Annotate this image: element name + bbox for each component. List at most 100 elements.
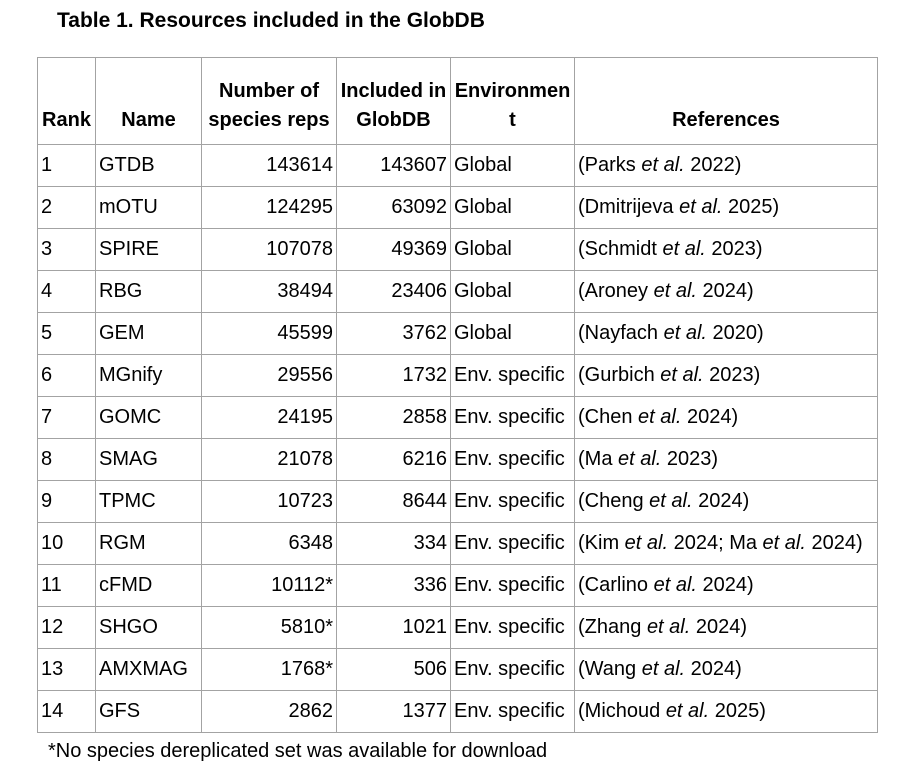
table-row: 10 RGM 6348 334 Env. specific (Kim et al. 202… [37, 522, 878, 565]
cell-species-reps: 21078 [201, 438, 337, 481]
cell-name: SPIRE [95, 228, 202, 271]
cell-references: (Chen et al. 2024) [574, 396, 878, 439]
cell-species-reps: 143614 [201, 144, 337, 187]
column-header-references: References [574, 57, 878, 145]
cell-included: 8644 [336, 480, 451, 523]
cell-references: (Michoud et al. 2025) [574, 690, 878, 733]
cell-included: 49369 [336, 228, 451, 271]
cell-included: 23406 [336, 270, 451, 313]
cell-environment: Env. specific [450, 648, 575, 691]
cell-rank: 10 [37, 522, 96, 565]
cell-name: GFS [95, 690, 202, 733]
table-title: Table 1. Resources included in the GlobD… [57, 9, 485, 32]
cell-environment: Global [450, 312, 575, 355]
header-row: Rank Name Number of species reps Include… [37, 57, 878, 145]
cell-environment: Global [450, 270, 575, 313]
column-header-species-reps: Number of species reps [201, 57, 337, 145]
table-row: 12 SHGO 5810* 1021 Env. specific (Zhang et al… [37, 606, 878, 649]
cell-species-reps: 45599 [201, 312, 337, 355]
cell-species-reps: 6348 [201, 522, 337, 565]
cell-included: 143607 [336, 144, 451, 187]
cell-environment: Env. specific [450, 396, 575, 439]
cell-environment: Env. specific [450, 564, 575, 607]
cell-references: (Schmidt et al. 2023) [574, 228, 878, 271]
document-page: Table 1. Resources included in the GlobD… [0, 9, 906, 776]
cell-references: (Dmitrijeva et al. 2025) [574, 186, 878, 229]
table-row: 3 SPIRE 107078 49369 Global (Schmidt et al. 2… [37, 228, 878, 271]
column-header-environment: Environment [450, 57, 575, 145]
cell-included: 63092 [336, 186, 451, 229]
table-row: 1 GTDB 143614 143607 Global (Parks et al. 202… [37, 144, 878, 187]
table-row: 5 GEM 45599 3762 Global (Nayfach et al. 2020) [37, 312, 878, 355]
cell-environment: Global [450, 144, 575, 187]
cell-environment: Global [450, 186, 575, 229]
resources-table: Rank Name Number of species reps Include… [37, 57, 878, 733]
cell-name: AMXMAG [95, 648, 202, 691]
cell-name: GEM [95, 312, 202, 355]
cell-rank: 14 [37, 690, 96, 733]
cell-species-reps: 24195 [201, 396, 337, 439]
cell-included: 334 [336, 522, 451, 565]
cell-environment: Env. specific [450, 480, 575, 523]
cell-species-reps: 5810* [201, 606, 337, 649]
cell-references: (Carlino et al. 2024) [574, 564, 878, 607]
cell-species-reps: 10112* [201, 564, 337, 607]
column-header-included: Included in GlobDB [336, 57, 451, 145]
cell-name: RBG [95, 270, 202, 313]
cell-environment: Global [450, 228, 575, 271]
cell-name: mOTU [95, 186, 202, 229]
cell-references: (Kim et al. 2024; Ma et al. 2024) [574, 522, 878, 565]
table-row: 7 GOMC 24195 2858 Env. specific (Chen et al. … [37, 396, 878, 439]
table-header: Rank Name Number of species reps Include… [37, 57, 878, 145]
cell-rank: 13 [37, 648, 96, 691]
cell-environment: Env. specific [450, 606, 575, 649]
cell-references: (Zhang et al. 2024) [574, 606, 878, 649]
cell-name: RGM [95, 522, 202, 565]
table-row: 4 RBG 38494 23406 Global (Aroney et al. 2024) [37, 270, 878, 313]
cell-name: GOMC [95, 396, 202, 439]
cell-rank: 1 [37, 144, 96, 187]
cell-included: 336 [336, 564, 451, 607]
cell-rank: 12 [37, 606, 96, 649]
cell-references: (Gurbich et al. 2023) [574, 354, 878, 397]
cell-included: 3762 [336, 312, 451, 355]
cell-references: (Nayfach et al. 2020) [574, 312, 878, 355]
cell-name: SMAG [95, 438, 202, 481]
cell-environment: Env. specific [450, 354, 575, 397]
table-row: 14 GFS 2862 1377 Env. specific (Michoud et al… [37, 690, 878, 733]
cell-name: GTDB [95, 144, 202, 187]
column-header-name: Name [95, 57, 202, 145]
cell-references: (Ma et al. 2023) [574, 438, 878, 481]
cell-species-reps: 1768* [201, 648, 337, 691]
table-row: 6 MGnify 29556 1732 Env. specific (Gurbich et… [37, 354, 878, 397]
cell-included: 1732 [336, 354, 451, 397]
cell-included: 2858 [336, 396, 451, 439]
cell-species-reps: 107078 [201, 228, 337, 271]
cell-included: 6216 [336, 438, 451, 481]
cell-included: 1021 [336, 606, 451, 649]
cell-name: TPMC [95, 480, 202, 523]
cell-species-reps: 29556 [201, 354, 337, 397]
cell-references: (Aroney et al. 2024) [574, 270, 878, 313]
cell-references: (Wang et al. 2024) [574, 648, 878, 691]
cell-species-reps: 38494 [201, 270, 337, 313]
cell-rank: 7 [37, 396, 96, 439]
column-header-rank: Rank [37, 57, 96, 145]
cell-references: (Parks et al. 2022) [574, 144, 878, 187]
cell-included: 506 [336, 648, 451, 691]
cell-name: MGnify [95, 354, 202, 397]
table-row: 8 SMAG 21078 6216 Env. specific (Ma et al. 20… [37, 438, 878, 481]
cell-species-reps: 2862 [201, 690, 337, 733]
cell-rank: 9 [37, 480, 96, 523]
cell-rank: 4 [37, 270, 96, 313]
table-footnote: *No species dereplicated set was availab… [48, 740, 548, 762]
cell-environment: Env. specific [450, 690, 575, 733]
cell-species-reps: 10723 [201, 480, 337, 523]
cell-included: 1377 [336, 690, 451, 733]
cell-rank: 5 [37, 312, 96, 355]
cell-name: SHGO [95, 606, 202, 649]
cell-name: cFMD [95, 564, 202, 607]
cell-environment: Env. specific [450, 438, 575, 481]
table-row: 11 cFMD 10112* 336 Env. specific (Carlino et … [37, 564, 878, 607]
cell-rank: 8 [37, 438, 96, 481]
